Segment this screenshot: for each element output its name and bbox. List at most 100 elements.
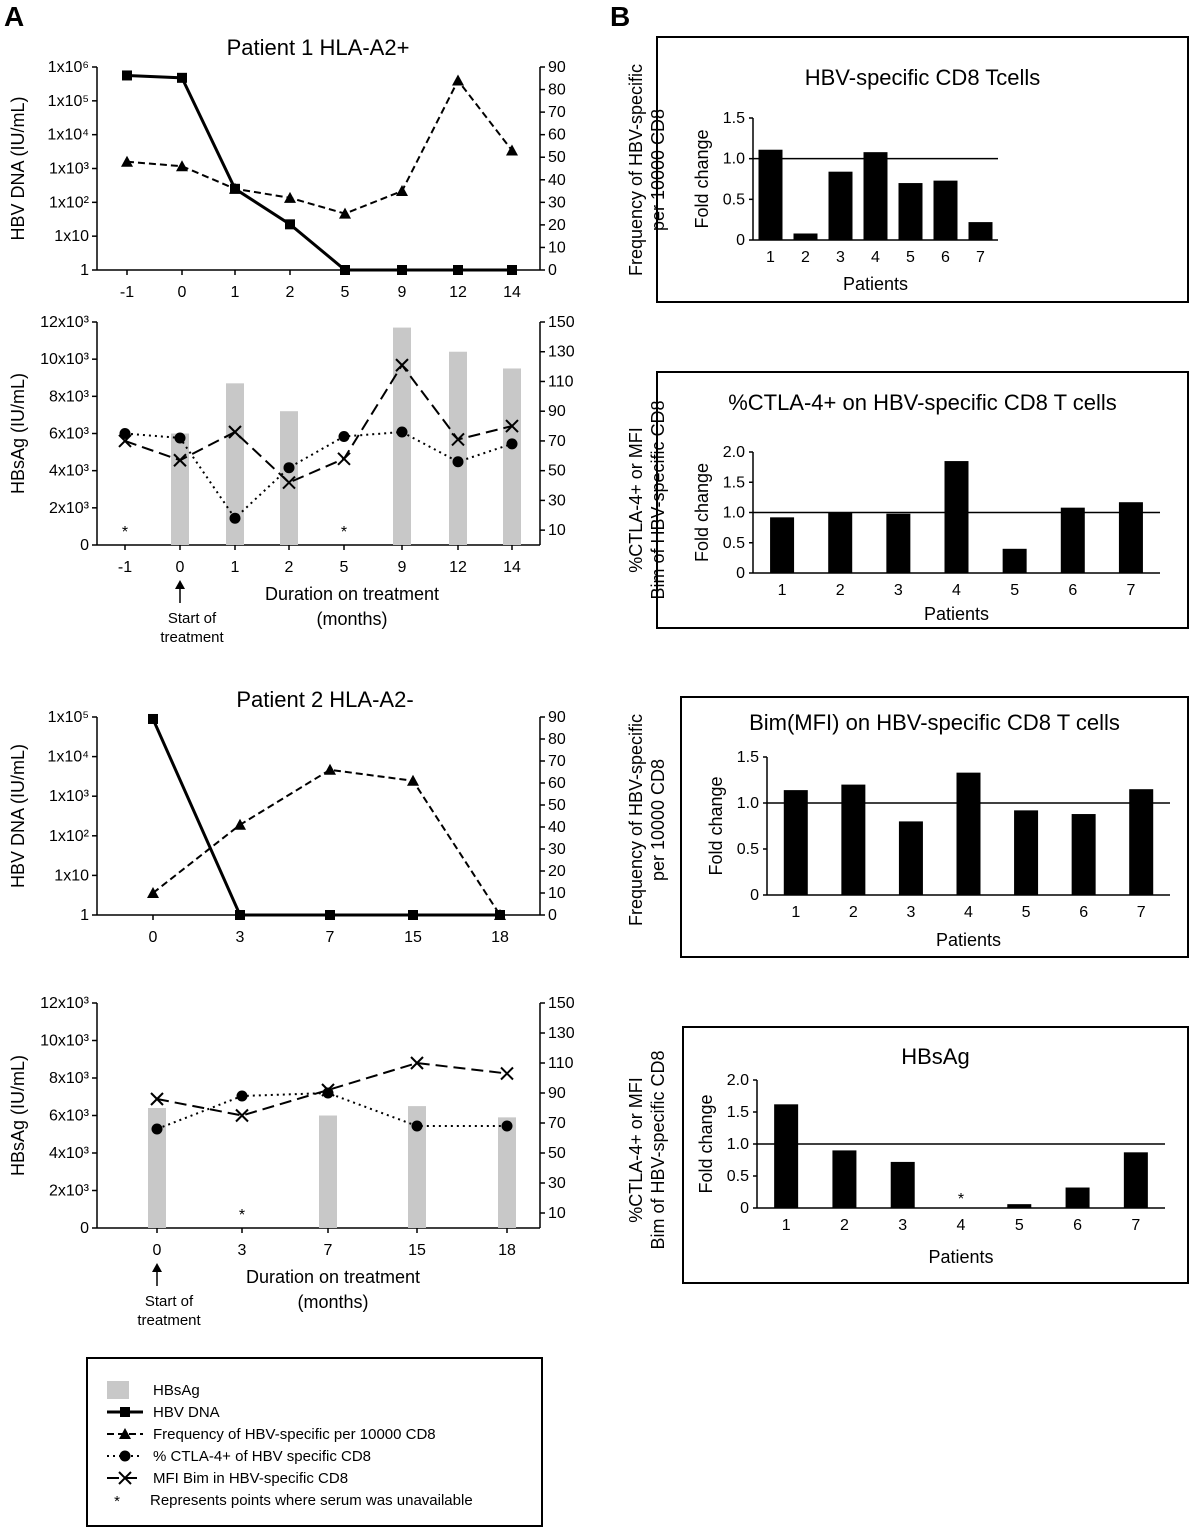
right-tick-label: 70 <box>548 753 566 770</box>
right-tick-label: 70 <box>548 104 566 121</box>
data-point-x <box>173 453 187 467</box>
unavailable-asterisk: * <box>239 1207 245 1224</box>
data-point-square <box>285 219 295 230</box>
left-tick-label: 8x10³ <box>49 1070 90 1087</box>
y-tick-label: 0.5 <box>723 191 745 208</box>
x-tick-label: -1 <box>120 284 134 301</box>
x-tick-label: 0 <box>149 929 158 946</box>
left-tick-label: 1x10⁴ <box>47 749 89 766</box>
start-note-line1: Start of <box>145 1293 194 1310</box>
data-point-square <box>408 910 418 920</box>
bar-patient-3 <box>886 513 911 573</box>
right-tick-label: 90 <box>548 1085 566 1102</box>
data-point-x <box>235 1108 249 1123</box>
y-tick-label: 1.0 <box>737 795 759 812</box>
data-point-triangle <box>324 763 336 775</box>
x-tick-label: 2 <box>286 284 295 301</box>
left-tick-label: 1x10⁴ <box>47 127 89 144</box>
data-point-circle <box>506 438 518 450</box>
start-note-line1: Start of <box>168 610 217 627</box>
data-point-triangle <box>147 887 159 898</box>
legend-label: Frequency of HBV-specific per 10000 CD8 <box>153 1426 436 1443</box>
data-point-triangle <box>121 155 133 167</box>
side-label-line2: per 10000 CD8 <box>648 759 668 881</box>
data-point-square <box>148 713 158 724</box>
x-tick-label: 7 <box>324 1242 333 1259</box>
right-tick-label: 10 <box>548 885 566 902</box>
data-point-x <box>282 475 296 490</box>
series-frequency-of-hbv-specific-per-10000-cd8 <box>121 74 518 219</box>
chart-title: Bim(MFI) on HBV-specific CD8 T cells <box>749 710 1120 735</box>
data-point-x-stroke-b <box>118 434 132 448</box>
left-tick-label: 1x10² <box>49 828 90 845</box>
chart-title: %CTLA-4+ on HBV-specific CD8 T cells <box>728 390 1117 415</box>
bar-chart-b3: Bim(MFI) on HBV-specific CD8 T cells 0 0.5… <box>626 696 1189 958</box>
hbsag-bar <box>319 1115 337 1228</box>
left-tick-label: 12x10³ <box>40 995 90 1012</box>
x-tick-label: 7 <box>976 249 985 266</box>
left-tick-label: 10x10³ <box>40 1033 90 1050</box>
x-tick-label: 14 <box>503 284 521 301</box>
data-point-triangle <box>234 818 246 830</box>
panel-letter-a: A <box>4 1 24 32</box>
left-tick-label: 12x10³ <box>40 314 90 331</box>
series-mfi-bim-in-hbv-specific-cd8 <box>150 1056 514 1123</box>
legend-item-solid-square: HBV DNA <box>107 1404 220 1421</box>
bar-patient-1 <box>758 149 783 240</box>
side-label-line1: Frequency of HBV-specific <box>626 64 646 276</box>
y-tick-label: 2.0 <box>727 1072 749 1089</box>
right-tick-label: 70 <box>548 1115 566 1132</box>
data-point-square <box>453 265 463 275</box>
data-point-x-stroke-b <box>228 425 242 439</box>
right-tick-label: 10 <box>548 1205 566 1222</box>
left-tick-label: 6x10³ <box>49 1108 90 1125</box>
data-point-circle <box>452 456 464 468</box>
x-tick-label: 7 <box>1137 904 1146 921</box>
data-point-triangle <box>284 191 296 203</box>
legend-label: Represents points where serum was unavai… <box>150 1492 473 1509</box>
legend-label: MFI Bim in HBV-specific CD8 <box>153 1470 348 1487</box>
chart-a1: Patient 1 HLA-A2+ 1 1x10 1x10² 1x10³ 1x10⁴ 1x1… <box>8 35 566 301</box>
x-tick-label: 3 <box>894 582 903 599</box>
data-point-x-stroke-b <box>505 419 519 433</box>
data-point-circle <box>283 462 295 474</box>
data-point-square <box>325 910 335 920</box>
x-tick-label: 4 <box>952 582 961 599</box>
start-arrow-head <box>175 580 185 589</box>
series-ctla-4-of-hbv-specific-cd8 <box>119 426 518 524</box>
left-tick-label: 1x10 <box>54 867 89 884</box>
data-point-circle <box>396 426 408 438</box>
series-line <box>126 78 513 215</box>
side-label-line1: %CTLA-4+ or MFI <box>626 427 646 573</box>
data-point-triangle <box>452 74 464 86</box>
start-note-line2: treatment <box>137 1312 201 1329</box>
series-line <box>126 73 512 272</box>
chart-frame <box>656 36 1189 303</box>
right-tick-label: 10 <box>548 239 566 256</box>
legend-marker-triangle <box>119 1428 131 1439</box>
data-point-triangle <box>176 160 188 172</box>
right-tick-label: 90 <box>548 59 566 76</box>
data-point-circle <box>236 1090 248 1102</box>
right-tick-label: 50 <box>548 797 566 814</box>
data-point-circle <box>151 1123 163 1135</box>
legend-asterisk: * <box>114 1493 120 1510</box>
x-tick-label: 6 <box>941 249 950 266</box>
bar-patient-6 <box>1065 1187 1090 1208</box>
series-line <box>156 1061 508 1117</box>
data-point-circle <box>119 428 131 439</box>
y-tick-label: 2.0 <box>723 444 745 461</box>
x-tick-label: 7 <box>326 929 335 946</box>
data-point-square <box>177 72 187 83</box>
left-tick-label: 0 <box>80 537 89 554</box>
bar-patient-2 <box>832 1150 857 1208</box>
data-point-square <box>235 910 245 920</box>
series-mfi-bim-in-hbv-specific-cd8 <box>118 358 519 490</box>
left-tick-label: 1 <box>80 262 89 279</box>
unavailable-asterisk: * <box>958 1191 964 1208</box>
data-point-triangle <box>229 182 241 194</box>
bar-chart-b2: %CTLA-4+ on HBV-specific CD8 T cells 0 0.5… <box>626 371 1189 629</box>
data-point-x-stroke-b <box>282 475 296 490</box>
x-tick-label: 1 <box>231 559 240 576</box>
